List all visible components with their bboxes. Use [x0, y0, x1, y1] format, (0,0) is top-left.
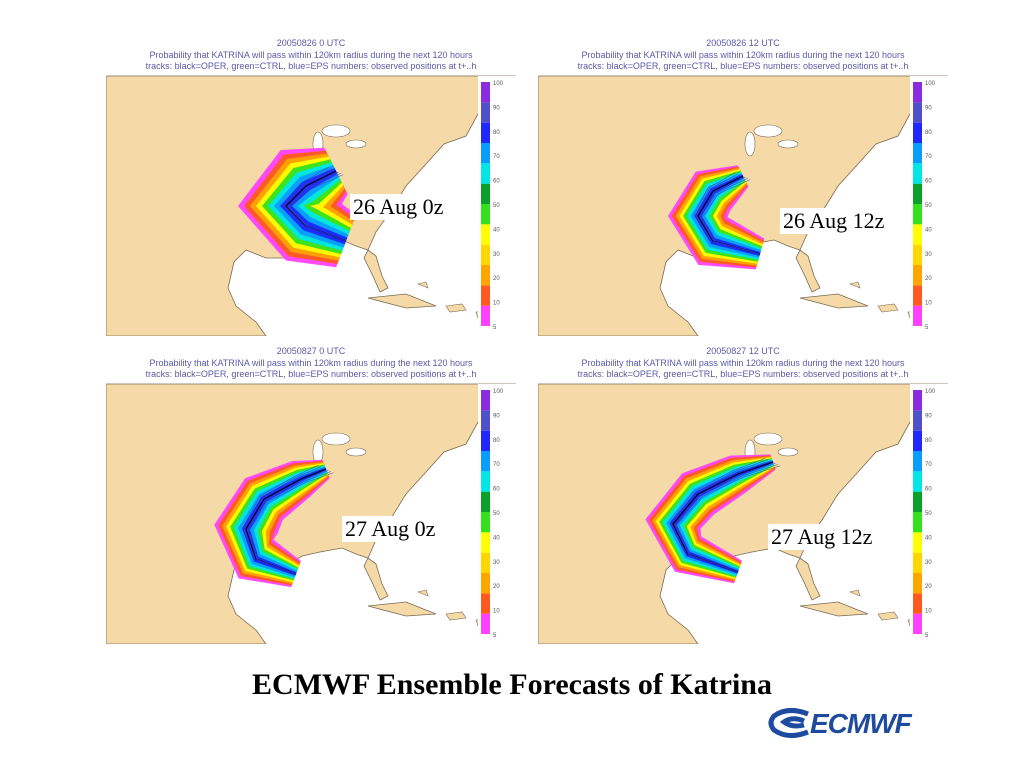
colorbar-tick-label: 100 [925, 389, 936, 395]
colorbar-tick-label: 50 [493, 511, 500, 517]
forecast-panel-27aug-0z: 20050827 0 UTC Probability that KATRINA … [106, 344, 516, 644]
colorbar-tick-label: 50 [493, 203, 500, 209]
probability-band [238, 466, 327, 578]
panel-date: 20050827 0 UTC [276, 346, 346, 356]
colorbar-tick-label: 30 [925, 252, 932, 258]
colorbar-tick-label: 5 [493, 633, 497, 639]
probability-colorbar: 100 90 80 70 60 50 40 30 20 10 5 [481, 389, 504, 639]
colorbar-tick-label: 100 [493, 81, 504, 87]
ecmwf-swirl-icon [768, 708, 809, 738]
colorbar-tick-label: 100 [925, 81, 936, 87]
forecast-panel-26aug-12z: 20050826 12 UTC Probability that KATRINA… [538, 36, 948, 336]
colorbar-tick-label: 80 [493, 130, 500, 136]
colorbar-tick-label: 20 [925, 276, 932, 282]
panel-label: 27 Aug 0z [342, 516, 439, 542]
probability-band [669, 461, 774, 574]
panel-date: 20050826 12 UTC [706, 38, 780, 48]
panel-label: 26 Aug 0z [350, 194, 447, 220]
colorbar-tick-label: 50 [925, 203, 932, 209]
probability-colorbar: 100 90 80 70 60 50 40 30 20 10 5 [481, 81, 504, 331]
ecmwf-logo-text: ECMWF [810, 708, 912, 739]
colorbar-tick-label: 30 [493, 560, 500, 566]
colorbar-tick-label: 60 [493, 179, 500, 185]
colorbar-tick-label: 90 [925, 413, 932, 419]
panel-label: 27 Aug 12z [768, 524, 876, 550]
forecast-panel-26aug-0z: 20050826 0 UTC Probability that KATRINA … [106, 36, 516, 336]
colorbar-tick-label: 60 [925, 179, 932, 185]
panel-caption-line1: Probability that KATRINA will pass withi… [149, 358, 473, 368]
colorbar-tick-label: 10 [925, 609, 932, 615]
forecast-panel-27aug-12z: 20050827 12 UTC Probability that KATRINA… [538, 344, 948, 644]
colorbar-tick-label: 90 [925, 105, 932, 111]
colorbar-tick-label: 5 [925, 325, 929, 331]
panel-label: 26 Aug 12z [780, 208, 888, 234]
colorbar-tick-label: 60 [925, 487, 932, 493]
panel-caption-line1: Probability that KATRINA will pass withi… [581, 50, 905, 60]
colorbar-tick-label: 30 [493, 252, 500, 258]
probability-colorbar: 100 90 80 70 60 50 40 30 20 10 5 [913, 389, 936, 639]
colorbar-tick-label: 20 [925, 584, 932, 590]
probability-map: 100 90 80 70 60 50 40 30 20 10 5 [106, 75, 516, 336]
colorbar-tick-label: 10 [493, 609, 500, 615]
colorbar-tick-label: 30 [925, 560, 932, 566]
colorbar-tick-label: 20 [493, 276, 500, 282]
colorbar-tick-label: 10 [493, 301, 500, 307]
colorbar-tick-label: 40 [493, 227, 500, 233]
colorbar-tick-label: 80 [925, 438, 932, 444]
panel-caption-line2: tracks: black=OPER, green=CTRL, blue=EPS… [145, 369, 477, 379]
colorbar-tick-label: 100 [493, 389, 504, 395]
colorbar-tick-label: 80 [493, 438, 500, 444]
colorbar-tick-label: 10 [925, 301, 932, 307]
colorbar-tick-label: 40 [925, 227, 932, 233]
colorbar-tick-label: 5 [493, 325, 497, 331]
colorbar-tick-label: 5 [925, 633, 929, 639]
slide-title: ECMWF Ensemble Forecasts of Katrina [252, 668, 772, 701]
colorbar-tick-label: 90 [493, 413, 500, 419]
colorbar-tick-label: 70 [925, 154, 932, 160]
colorbar-tick-label: 80 [925, 130, 932, 136]
probability-colorbar: 100 90 80 70 60 50 40 30 20 10 5 [913, 81, 936, 331]
probability-band [662, 459, 774, 577]
probability-band [242, 467, 327, 576]
probability-map: 100 90 80 70 60 50 40 30 20 10 5 [538, 383, 948, 644]
colorbar-tick-label: 20 [493, 584, 500, 590]
colorbar-tick-label: 70 [493, 462, 500, 468]
colorbar-tick-label: 70 [493, 154, 500, 160]
colorbar-tick-label: 70 [925, 462, 932, 468]
colorbar-tick-label: 50 [925, 511, 932, 517]
panel-caption-line2: tracks: black=OPER, green=CTRL, blue=EPS… [577, 369, 909, 379]
panel-caption-line2: tracks: black=OPER, green=CTRL, blue=EPS… [145, 61, 477, 71]
panel-caption-line2: tracks: black=OPER, green=CTRL, blue=EPS… [577, 61, 909, 71]
panel-date: 20050826 0 UTC [276, 38, 346, 48]
probability-map: 100 90 80 70 60 50 40 30 20 10 5 [538, 75, 948, 336]
probability-band [274, 165, 349, 248]
probability-map: 100 90 80 70 60 50 40 30 20 10 5 [106, 383, 516, 644]
panel-date: 20050827 12 UTC [706, 346, 780, 356]
colorbar-tick-label: 40 [925, 535, 932, 541]
colorbar-tick-label: 40 [493, 535, 500, 541]
panel-caption-line1: Probability that KATRINA will pass withi… [581, 358, 905, 368]
panel-caption-line1: Probability that KATRINA will pass withi… [149, 50, 473, 60]
colorbar-tick-label: 90 [493, 105, 500, 111]
colorbar-tick-label: 60 [493, 487, 500, 493]
